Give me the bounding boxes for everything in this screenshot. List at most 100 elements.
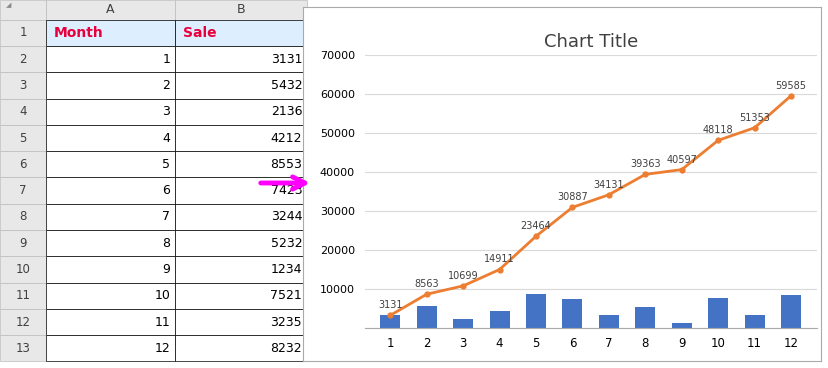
Bar bbox=[453, 319, 473, 328]
Bar bbox=[46, 151, 175, 177]
Bar bbox=[380, 315, 400, 328]
Bar bbox=[0, 204, 46, 230]
Text: 5432: 5432 bbox=[270, 79, 301, 92]
Bar bbox=[0, 283, 46, 309]
Bar bbox=[0, 72, 46, 99]
Bar bbox=[0, 99, 46, 125]
Title: Chart Title: Chart Title bbox=[543, 33, 637, 51]
Bar bbox=[634, 307, 655, 328]
Text: 3235: 3235 bbox=[270, 315, 301, 329]
Bar bbox=[46, 99, 175, 125]
Bar bbox=[46, 204, 175, 230]
Bar bbox=[561, 299, 582, 328]
Text: 12: 12 bbox=[16, 315, 31, 329]
Bar bbox=[46, 125, 175, 151]
Text: 8: 8 bbox=[19, 210, 26, 223]
Text: 2136: 2136 bbox=[270, 105, 301, 118]
Bar bbox=[671, 323, 691, 328]
Text: 10: 10 bbox=[16, 263, 31, 276]
Text: B: B bbox=[236, 3, 245, 16]
Text: 8232: 8232 bbox=[270, 342, 301, 355]
Bar bbox=[0, 151, 46, 177]
Text: 1: 1 bbox=[162, 53, 170, 66]
Text: 4: 4 bbox=[19, 105, 26, 118]
Bar bbox=[46, 256, 175, 283]
Text: 34131: 34131 bbox=[593, 180, 623, 190]
Bar bbox=[175, 283, 306, 309]
Text: 9: 9 bbox=[19, 237, 26, 250]
Text: 3: 3 bbox=[162, 105, 170, 118]
Text: 23464: 23464 bbox=[520, 221, 551, 231]
Text: 11: 11 bbox=[154, 315, 170, 329]
Text: 6: 6 bbox=[19, 158, 26, 171]
Bar bbox=[175, 177, 306, 204]
Text: 8553: 8553 bbox=[270, 158, 301, 171]
Bar bbox=[525, 294, 546, 328]
Text: 7: 7 bbox=[19, 184, 26, 197]
Text: 6: 6 bbox=[162, 184, 170, 197]
Text: 7521: 7521 bbox=[270, 289, 301, 302]
Text: 1: 1 bbox=[19, 26, 26, 39]
Text: 11: 11 bbox=[16, 289, 31, 302]
Bar bbox=[416, 307, 436, 328]
Bar bbox=[489, 311, 509, 328]
Text: 14911: 14911 bbox=[484, 254, 514, 265]
Text: 3244: 3244 bbox=[270, 210, 301, 223]
Text: 5: 5 bbox=[19, 131, 26, 145]
Text: Sale: Sale bbox=[182, 26, 216, 40]
Bar bbox=[46, 177, 175, 204]
Text: 12: 12 bbox=[154, 342, 170, 355]
Bar bbox=[0, 46, 46, 72]
Text: A: A bbox=[106, 3, 114, 16]
Bar bbox=[0, 125, 46, 151]
Text: 5: 5 bbox=[162, 158, 170, 171]
Bar bbox=[175, 204, 306, 230]
Text: 2: 2 bbox=[162, 79, 170, 92]
Bar bbox=[46, 72, 175, 99]
Bar bbox=[598, 315, 619, 328]
Bar bbox=[707, 298, 727, 328]
Bar bbox=[0, 230, 46, 256]
Bar bbox=[46, 335, 175, 361]
Bar bbox=[175, 46, 306, 72]
Text: 4: 4 bbox=[162, 131, 170, 145]
Text: 39363: 39363 bbox=[629, 159, 660, 169]
Text: 40597: 40597 bbox=[666, 155, 696, 164]
Text: 8563: 8563 bbox=[414, 279, 439, 289]
Bar bbox=[744, 315, 763, 328]
Text: 10699: 10699 bbox=[447, 271, 478, 281]
Bar bbox=[175, 20, 306, 46]
Bar bbox=[175, 230, 306, 256]
Text: 7423: 7423 bbox=[270, 184, 301, 197]
Bar bbox=[46, 20, 175, 46]
Bar bbox=[175, 151, 306, 177]
Bar bbox=[0, 177, 46, 204]
Bar bbox=[46, 46, 175, 72]
Bar bbox=[0, 309, 46, 335]
Text: Month: Month bbox=[54, 26, 104, 40]
Bar bbox=[175, 335, 306, 361]
Bar bbox=[175, 309, 306, 335]
Text: 48118: 48118 bbox=[702, 125, 733, 135]
Text: 13: 13 bbox=[16, 342, 31, 355]
Bar bbox=[175, 125, 306, 151]
Bar bbox=[46, 230, 175, 256]
Text: 3131: 3131 bbox=[378, 300, 402, 310]
Text: 30887: 30887 bbox=[556, 192, 587, 202]
Bar bbox=[0, 335, 46, 361]
Bar bbox=[175, 99, 306, 125]
Text: 10: 10 bbox=[154, 289, 170, 302]
Bar bbox=[175, 256, 306, 283]
Bar bbox=[780, 296, 800, 328]
Bar bbox=[0, 0, 46, 20]
Text: 1234: 1234 bbox=[270, 263, 301, 276]
Bar bbox=[46, 283, 175, 309]
Text: 3: 3 bbox=[19, 79, 26, 92]
Bar bbox=[46, 0, 175, 20]
Text: 51353: 51353 bbox=[739, 113, 769, 123]
Text: 3131: 3131 bbox=[270, 53, 301, 66]
Text: 59585: 59585 bbox=[775, 81, 806, 91]
Bar bbox=[175, 72, 306, 99]
Text: 4212: 4212 bbox=[270, 131, 301, 145]
Text: 8: 8 bbox=[162, 237, 170, 250]
